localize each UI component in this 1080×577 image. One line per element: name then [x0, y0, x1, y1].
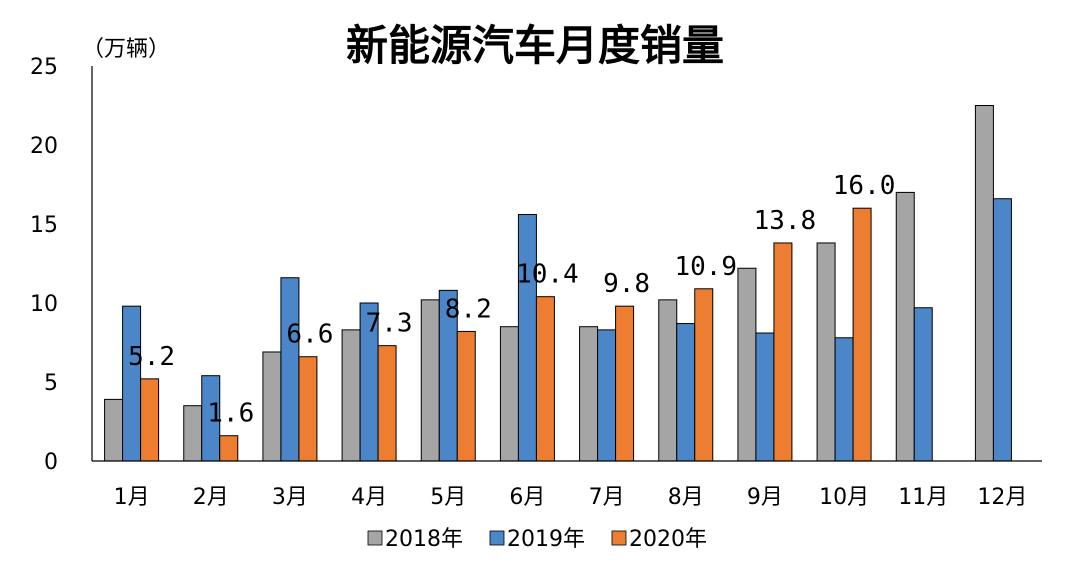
- bar: [298, 356, 318, 462]
- bar: [535, 296, 555, 462]
- y-axis: 0 5 10 15 20 25: [30, 55, 58, 475]
- bar: [816, 242, 836, 462]
- x-tick-label: 10月: [819, 485, 869, 510]
- data-label: 1.6: [207, 399, 254, 429]
- bar: [755, 332, 775, 462]
- bar: [420, 299, 440, 462]
- bar: [913, 307, 933, 462]
- bar: [694, 288, 714, 462]
- x-tick-label: 7月: [589, 485, 625, 510]
- x-tick-label: 3月: [272, 485, 308, 510]
- x-tick-label: 5月: [430, 485, 466, 510]
- y-tick-label: 5: [44, 371, 58, 396]
- data-label: 5.2: [128, 342, 175, 372]
- bar: [377, 345, 397, 462]
- data-label: 8.2: [445, 294, 492, 324]
- data-label: 16.0: [833, 171, 896, 201]
- y-tick-label: 20: [30, 134, 58, 159]
- bar: [140, 378, 160, 462]
- legend-label: 2020年: [629, 527, 707, 552]
- legend: 2018年 2019年 2020年: [367, 527, 707, 552]
- x-axis: 1月 2月 3月 4月 5月 6月 7月 8月 9月 10月 11月 12月: [114, 485, 1028, 510]
- x-tick-label: 9月: [747, 485, 783, 510]
- data-label: 9.8: [603, 269, 650, 299]
- bar: [676, 323, 696, 462]
- chart-title: 新能源汽车月度销量: [346, 21, 724, 70]
- x-tick-label: 8月: [668, 485, 704, 510]
- bar: [341, 329, 361, 462]
- bar: [456, 330, 476, 462]
- bar: [597, 329, 617, 462]
- bar: [104, 398, 124, 462]
- bar: [974, 105, 994, 462]
- bar: [834, 337, 854, 462]
- y-tick-label: 10: [30, 292, 58, 317]
- y-tick-label: 25: [30, 55, 58, 80]
- legend-swatch: [489, 530, 505, 546]
- y-tick-label: 15: [30, 213, 58, 238]
- x-tick-label: 1月: [114, 485, 150, 510]
- bar: [658, 299, 678, 462]
- data-label: 13.8: [754, 206, 817, 236]
- bar: [517, 214, 537, 462]
- bar: [895, 191, 915, 462]
- bars: [104, 105, 1012, 462]
- bar: [579, 326, 599, 462]
- x-tick-label: 11月: [898, 485, 948, 510]
- bar: [183, 405, 203, 462]
- data-labels: 5.2 1.6 6.6 7.3 8.2 10.4 9.8 10.9 13.8 16.0: [128, 171, 895, 429]
- bar: [499, 326, 519, 462]
- bar: [773, 242, 793, 462]
- bar: [219, 435, 239, 462]
- data-label: 10.4: [516, 260, 579, 290]
- legend-swatch: [611, 530, 627, 546]
- data-label: 7.3: [366, 309, 413, 339]
- x-tick-label: 2月: [193, 485, 229, 510]
- unit-label: （万辆）: [82, 37, 170, 62]
- bar: [262, 351, 282, 462]
- bar: [280, 277, 300, 462]
- y-tick-label: 0: [44, 450, 58, 475]
- bar: [737, 267, 757, 462]
- legend-label: 2019年: [507, 527, 585, 552]
- legend-label: 2018年: [385, 527, 463, 552]
- x-tick-label: 12月: [977, 485, 1027, 510]
- bar: [122, 305, 142, 462]
- bar: [992, 198, 1012, 462]
- data-label: 6.6: [286, 320, 333, 350]
- bar: [852, 207, 872, 462]
- legend-swatch: [367, 530, 383, 546]
- data-label: 10.9: [674, 252, 737, 282]
- x-tick-label: 4月: [351, 485, 387, 510]
- x-tick-label: 6月: [509, 485, 545, 510]
- bar: [615, 305, 635, 462]
